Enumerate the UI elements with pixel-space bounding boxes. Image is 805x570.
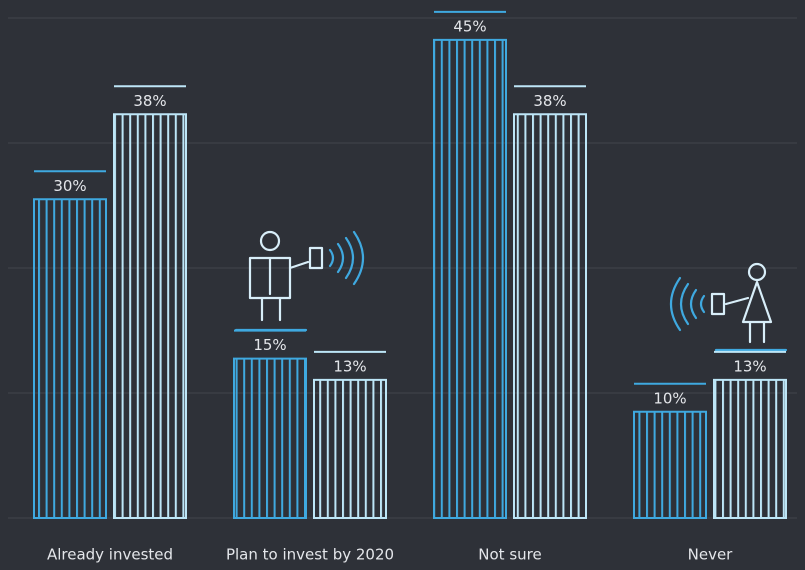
chart: Already invested 30% 38% Plan to invest by … xyxy=(0,0,805,570)
x-tick-label: Plan to invest by 2020 xyxy=(226,546,394,564)
x-tick-label: Never xyxy=(688,546,734,564)
icon-body xyxy=(250,258,308,320)
bar xyxy=(234,359,306,518)
icon-device xyxy=(712,294,724,314)
value-label: 13% xyxy=(733,357,766,375)
bar xyxy=(514,114,586,518)
value-label: 15% xyxy=(253,336,286,354)
value-label: 13% xyxy=(333,357,366,375)
icon-man xyxy=(236,232,363,330)
bar xyxy=(114,114,186,518)
icon-waves xyxy=(671,278,704,330)
x-tick-label: Already invested xyxy=(47,546,173,564)
value-label: 38% xyxy=(133,92,166,110)
bar xyxy=(434,40,506,518)
icon-waves xyxy=(330,232,363,284)
bar xyxy=(34,199,106,518)
icon-woman xyxy=(671,264,786,350)
x-tick-label: Not sure xyxy=(478,546,541,564)
bar xyxy=(314,380,386,518)
value-label: 38% xyxy=(533,92,566,110)
bar xyxy=(634,412,706,518)
value-label: 45% xyxy=(453,17,486,35)
icon-device xyxy=(310,248,322,268)
value-label: 10% xyxy=(653,389,686,407)
bar xyxy=(714,380,786,518)
icon-head xyxy=(749,264,765,280)
icon-head xyxy=(261,232,279,250)
value-label: 30% xyxy=(53,177,86,195)
icon-body xyxy=(726,282,771,342)
